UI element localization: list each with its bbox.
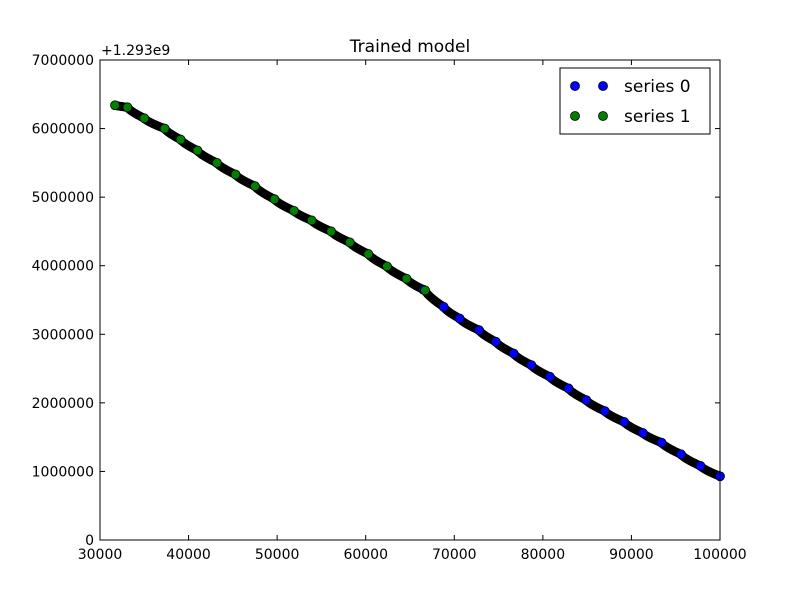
x-tick-label: 50000 — [255, 547, 300, 563]
series-1-point — [363, 249, 374, 259]
series-0-point — [491, 336, 501, 347]
plot-area — [110, 100, 725, 482]
series-0-point — [619, 417, 630, 427]
axes-frame — [99, 59, 721, 541]
legend-box — [559, 67, 711, 135]
y-tick-label: 7000000 — [32, 53, 94, 69]
series-1-point — [175, 134, 186, 145]
series-0-point — [581, 395, 592, 406]
x-tick-label: 80000 — [521, 547, 566, 563]
series-0-point — [599, 406, 610, 416]
legend-label: series 1 — [624, 107, 691, 127]
x-tick-label: 100000 — [693, 547, 746, 563]
legend-marker — [570, 81, 580, 91]
series-1-point — [344, 237, 355, 248]
series-1-point — [110, 100, 120, 111]
axes: 30000 40000 50000 60000 70000 80000 90000 10000… — [32, 53, 747, 563]
series-1-point — [326, 226, 337, 237]
series-1-point — [401, 273, 412, 284]
x-tick-label: 70000 — [432, 547, 477, 563]
series-1-point — [139, 113, 150, 124]
series-1-point — [212, 157, 222, 168]
series-0-point — [695, 461, 706, 471]
series-1-point — [159, 123, 170, 134]
legend-marker — [598, 81, 608, 91]
y-offset-label: +1.293e9 — [101, 43, 170, 59]
series-1-point — [420, 285, 430, 296]
x-tick-label: 40000 — [166, 547, 211, 563]
y-tick-label: 3000000 — [32, 327, 94, 343]
series-0-point — [508, 348, 519, 359]
y-tick-label: 2000000 — [32, 396, 94, 412]
y-tick-label: 0 — [85, 533, 94, 549]
series-1-point — [250, 181, 260, 192]
series-0-point — [638, 428, 648, 438]
series-0-point — [656, 437, 667, 448]
legend-label: series 0 — [624, 77, 691, 97]
chart-title: Trained model — [349, 37, 470, 57]
series-1-point — [192, 145, 203, 156]
series-1-point — [122, 102, 133, 113]
series-0-point — [474, 325, 484, 336]
y-tick-label: 4000000 — [32, 259, 94, 275]
series-0-point — [545, 371, 555, 382]
legend-marker — [570, 111, 580, 121]
y-tick-label: 1000000 — [32, 464, 94, 480]
legend-item-0: series 0 — [570, 77, 691, 97]
y-tick-label: 6000000 — [32, 122, 94, 138]
legend: series 0 series 1 — [559, 67, 711, 135]
series-0-point — [676, 449, 686, 460]
legend-item-1: series 1 — [570, 107, 691, 127]
series-1-point — [289, 205, 299, 216]
series-0-point — [563, 383, 574, 394]
legend-marker — [598, 111, 608, 121]
x-tick-label: 90000 — [609, 547, 654, 563]
series-0-point — [454, 313, 465, 324]
x-tick-label: 60000 — [343, 547, 388, 563]
y-tick-label: 5000000 — [32, 190, 94, 206]
series-1 — [110, 100, 430, 296]
series-1-point — [269, 194, 280, 205]
x-tick-label: 30000 — [78, 547, 123, 563]
series-0-point — [526, 360, 537, 371]
series-1-point — [230, 169, 241, 180]
series-1-point — [306, 215, 317, 226]
series-0-point — [438, 301, 449, 312]
series-1-point — [382, 261, 392, 272]
